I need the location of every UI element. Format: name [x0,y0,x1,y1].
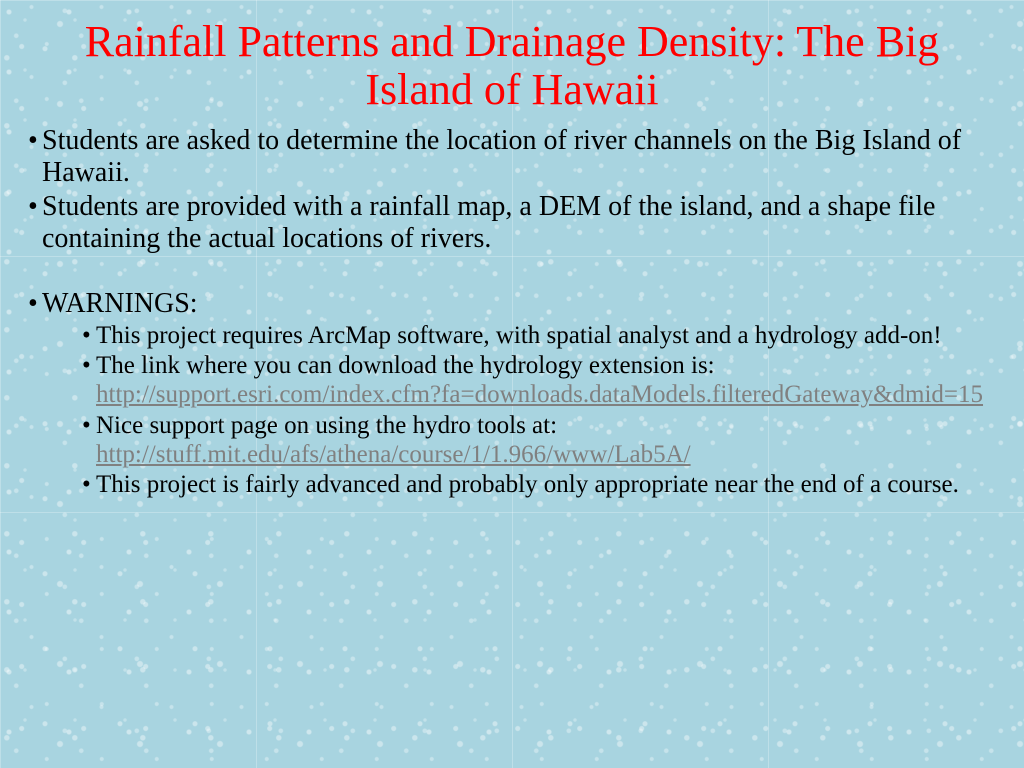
warning-text: The link where you can download the hydr… [96,352,715,379]
slide-title: Rainfall Patterns and Drainage Density: … [28,18,996,115]
warnings-heading: WARNINGS: [28,288,996,320]
warning-text: Nice support page on using the hydro too… [96,412,557,439]
slide: Rainfall Patterns and Drainage Density: … [0,0,1024,768]
warning-item: Nice support page on using the hydro too… [82,412,996,470]
warnings-list: This project requires ArcMap software, w… [82,322,996,501]
hydrology-extension-link[interactable]: http://support.esri.com/index.cfm?fa=dow… [96,381,996,410]
warnings-heading-list: WARNINGS: [28,288,996,320]
slide-body: Students are asked to determine the loca… [28,125,996,500]
bullet-list: Students are asked to determine the loca… [28,125,996,256]
warning-item: This project requires ArcMap software, w… [82,322,996,351]
warning-item: This project is fairly advanced and prob… [82,471,996,500]
bullet-item: Students are provided with a rainfall ma… [28,191,996,255]
bullet-item: Students are asked to determine the loca… [28,125,996,189]
spacer [28,258,996,288]
warning-item: The link where you can download the hydr… [82,352,996,410]
hydro-tools-support-link[interactable]: http://stuff.mit.edu/afs/athena/course/1… [96,441,996,470]
